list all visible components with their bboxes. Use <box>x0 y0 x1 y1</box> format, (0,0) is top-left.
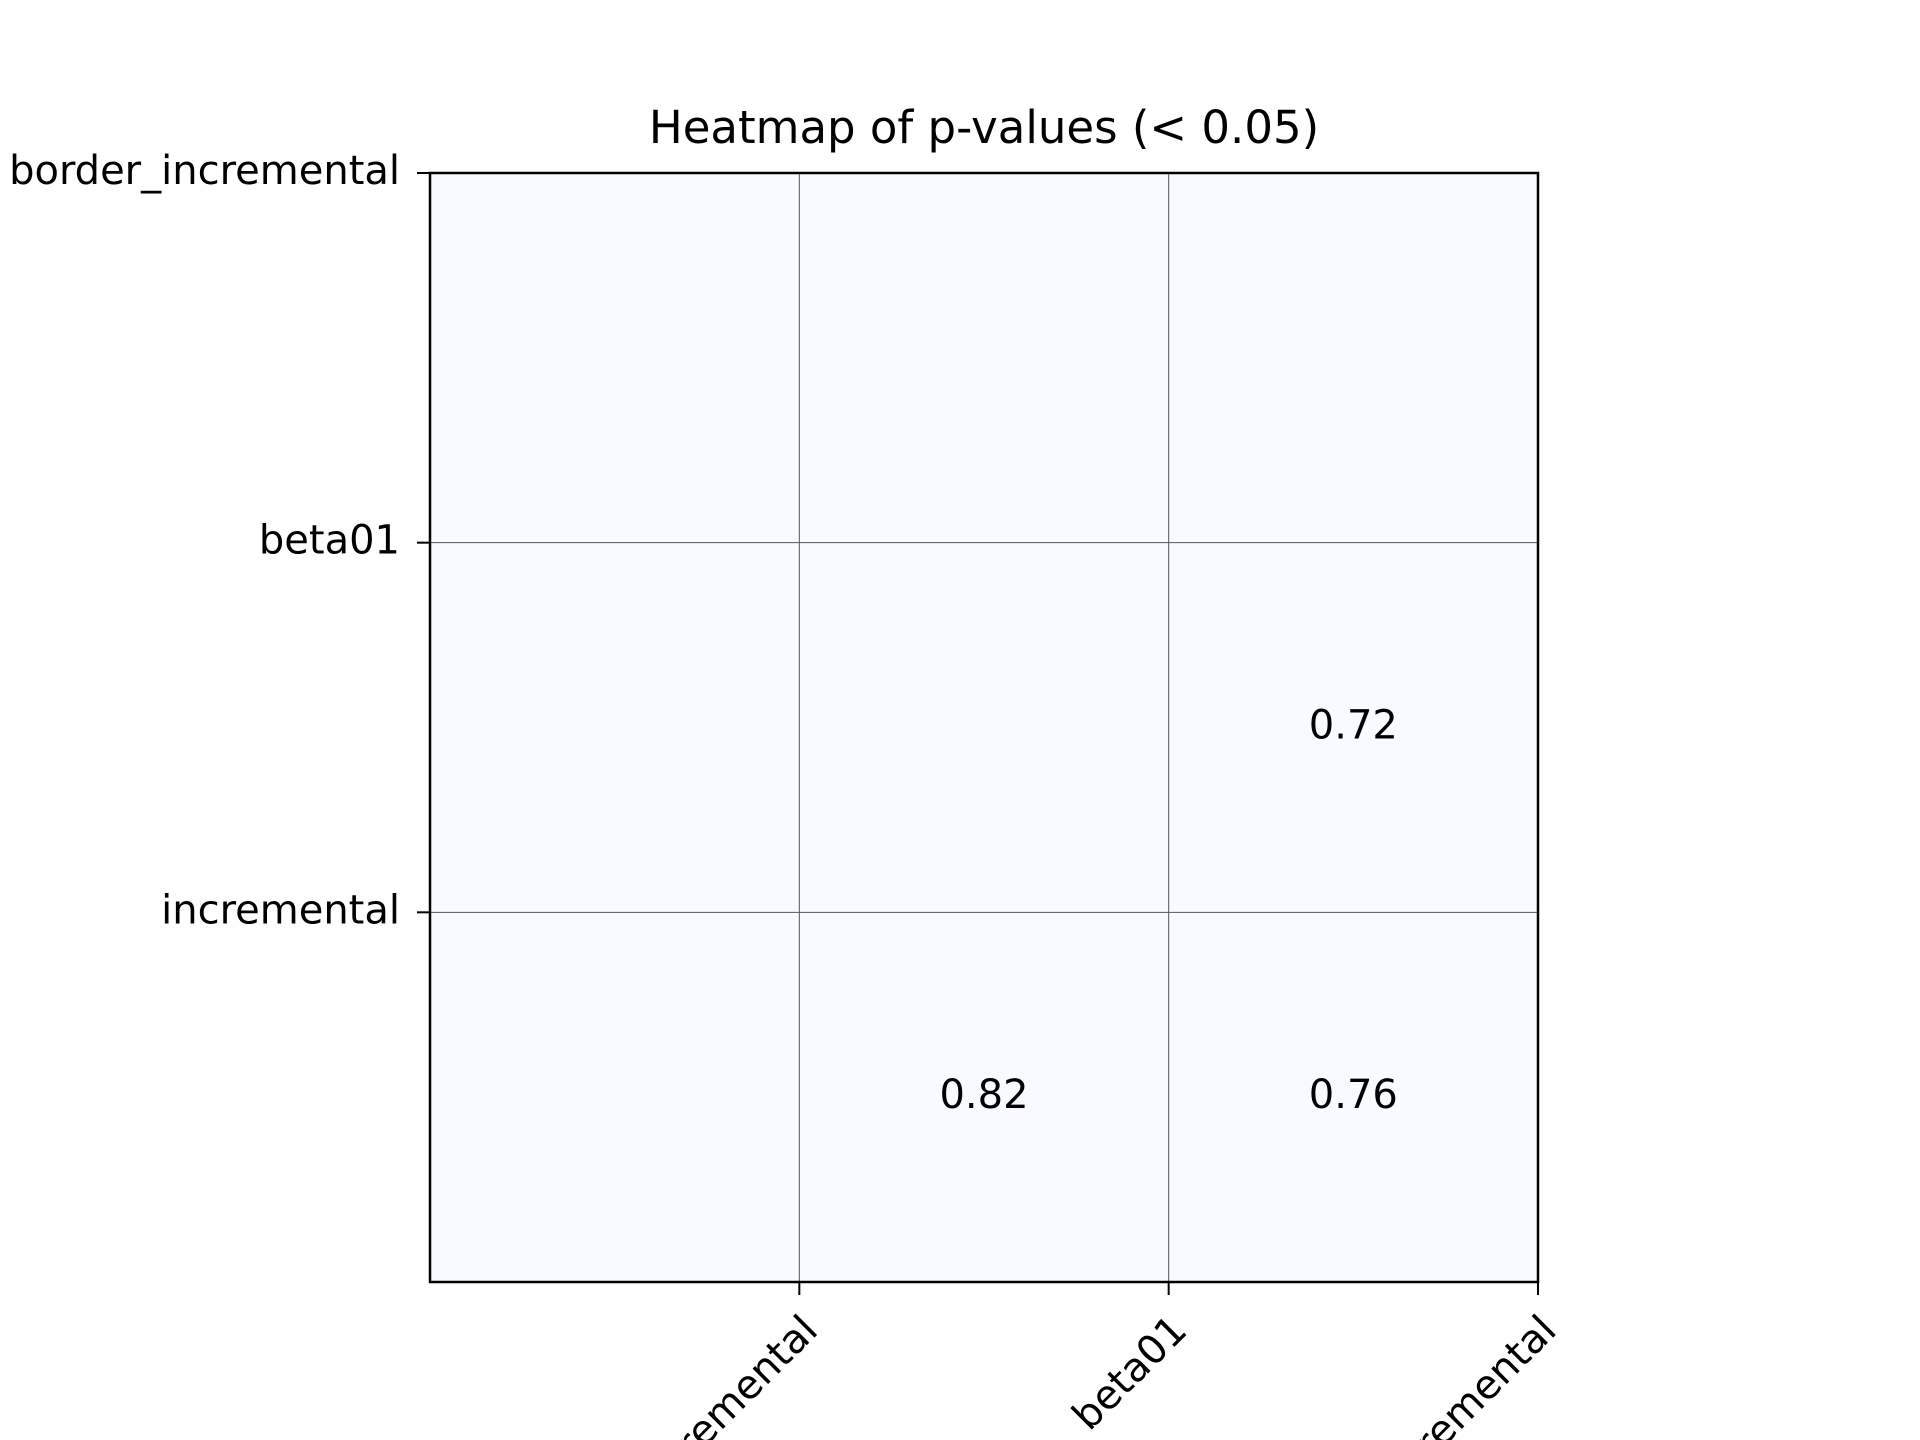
heatmap-cell <box>1168 542 1538 913</box>
y-tick-label: beta01 <box>259 518 400 564</box>
heatmap-cell <box>1168 912 1538 1282</box>
x-tick-label: border_incremental <box>518 1307 827 1440</box>
plot-frame <box>428 171 1540 1284</box>
x-tick-label: beta01 <box>1064 1307 1196 1439</box>
cell-label: 0.72 <box>1309 703 1398 749</box>
y-tick-label: incremental <box>161 887 400 933</box>
y-tick-label: border_incremental <box>9 148 400 194</box>
x-tick-label: incremental <box>1364 1307 1565 1440</box>
cell-label: 0.82 <box>939 1072 1028 1118</box>
heatmap-cell <box>799 912 1169 1282</box>
cell-label: 0.76 <box>1309 1072 1398 1118</box>
chart-title: Heatmap of p-values (< 0.05) <box>649 101 1319 154</box>
